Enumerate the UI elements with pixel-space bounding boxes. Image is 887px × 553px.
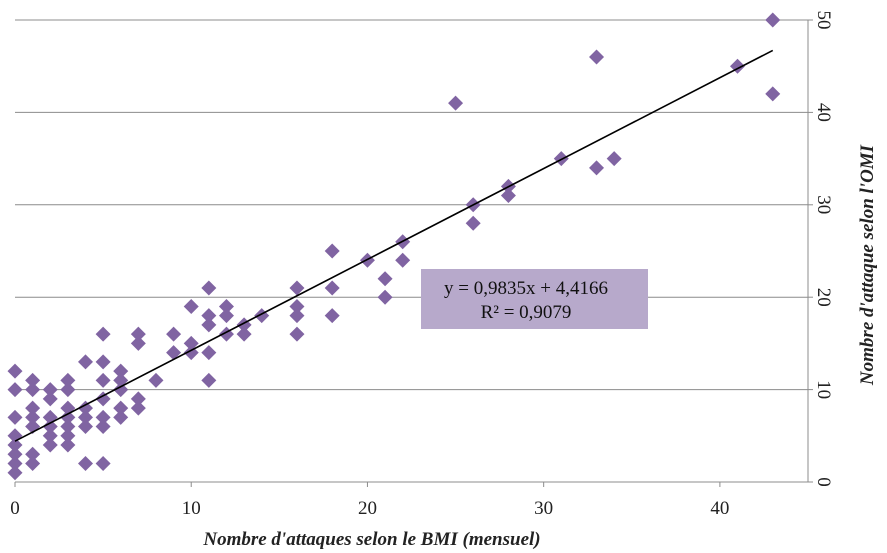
y-tick-label-10: 10 (813, 380, 834, 399)
data-point-55 (201, 372, 217, 388)
data-point-1 (7, 456, 23, 472)
data-point-56 (201, 345, 217, 361)
data-point-16 (42, 428, 58, 444)
equation-box-background (421, 269, 648, 329)
data-point-39 (95, 326, 111, 342)
data-point-6 (7, 382, 23, 398)
x-tick-label-10: 10 (182, 498, 201, 519)
data-point-32 (77, 354, 93, 370)
data-point-43 (113, 372, 129, 388)
data-point-30 (77, 409, 93, 425)
data-point-38 (95, 354, 111, 370)
data-point-54 (183, 298, 199, 314)
data-point-79 (465, 215, 481, 231)
data-point-15 (42, 437, 58, 453)
data-point-45 (130, 400, 146, 416)
data-point-17 (42, 419, 58, 435)
data-point-70 (324, 308, 340, 324)
data-point-20 (42, 382, 58, 398)
data-point-84 (589, 160, 605, 176)
y-tick-label-50: 50 (813, 11, 834, 30)
data-point-36 (95, 391, 111, 407)
y-tick-label-0: 0 (813, 477, 834, 487)
data-point-68 (289, 298, 305, 314)
data-point-67 (289, 308, 305, 324)
data-point-28 (77, 456, 93, 472)
data-point-69 (289, 280, 305, 296)
data-point-40 (113, 409, 129, 425)
data-point-9 (25, 446, 41, 462)
data-point-3 (7, 437, 23, 453)
data-point-7 (7, 363, 23, 379)
data-point-71 (324, 280, 340, 296)
data-point-49 (148, 372, 164, 388)
data-point-89 (765, 12, 781, 28)
data-point-88 (765, 86, 781, 102)
data-point-66 (289, 326, 305, 342)
data-point-41 (113, 400, 129, 416)
y-tick-label-20: 20 (813, 288, 834, 307)
data-point-5 (7, 409, 23, 425)
data-point-48 (130, 326, 146, 342)
data-point-24 (60, 409, 76, 425)
data-point-47 (130, 335, 146, 351)
data-point-35 (95, 409, 111, 425)
data-point-13 (25, 382, 41, 398)
data-point-59 (201, 280, 217, 296)
x-axis-title: Nombre d'attaques selon le BMI (mensuel) (202, 529, 540, 550)
data-point-11 (25, 409, 41, 425)
data-point-85 (589, 49, 605, 65)
data-point-46 (130, 391, 146, 407)
data-point-74 (377, 289, 393, 305)
data-point-19 (42, 391, 58, 407)
data-point-62 (218, 298, 234, 314)
data-point-12 (25, 400, 41, 416)
trendline (14, 49, 774, 442)
y-tick-label-40: 40 (813, 103, 834, 122)
data-point-53 (183, 335, 199, 351)
data-point-63 (236, 326, 252, 342)
data-point-81 (500, 188, 516, 204)
gridlines (15, 19, 808, 391)
data-point-76 (395, 252, 411, 268)
y-axis-title: Nombre d'attaque selon l'OMI (857, 144, 878, 386)
data-point-72 (324, 243, 340, 259)
data-point-51 (166, 326, 182, 342)
data-point-22 (60, 428, 76, 444)
data-point-29 (77, 419, 93, 435)
r-squared-value: R² = 0,9079 (481, 302, 572, 323)
data-point-23 (60, 419, 76, 435)
data-point-58 (201, 308, 217, 324)
data-point-0 (7, 465, 23, 481)
equation-box: y = 0,9835x + 4,4166 R² = 0,9079 (421, 269, 648, 329)
data-point-50 (166, 345, 182, 361)
data-point-86 (606, 151, 622, 167)
trendline-equation: y = 0,9835x + 4,4166 (444, 278, 608, 299)
data-point-57 (201, 317, 217, 333)
x-tick-labels: 0 10 20 30 40 (10, 482, 729, 519)
data-point-27 (60, 372, 76, 388)
y-tick-label-30: 30 (813, 195, 834, 214)
data-point-26 (60, 382, 76, 398)
data-point-37 (95, 372, 111, 388)
data-point-44 (113, 363, 129, 379)
y-tick-labels: 0 10 20 30 40 50 (808, 11, 834, 487)
data-point-61 (218, 308, 234, 324)
data-points (7, 12, 781, 481)
data-point-2 (7, 446, 23, 462)
data-point-42 (113, 382, 129, 398)
data-point-21 (60, 437, 76, 453)
x-tick-label-30: 30 (534, 498, 553, 519)
data-point-33 (95, 456, 111, 472)
data-point-75 (377, 271, 393, 287)
data-point-31 (77, 400, 93, 416)
x-tick-label-40: 40 (710, 498, 729, 519)
data-point-8 (25, 456, 41, 472)
data-point-14 (25, 372, 41, 388)
x-tick-label-20: 20 (358, 498, 377, 519)
data-point-34 (95, 419, 111, 435)
data-point-78 (448, 95, 464, 111)
x-tick-label-0: 0 (10, 498, 20, 519)
